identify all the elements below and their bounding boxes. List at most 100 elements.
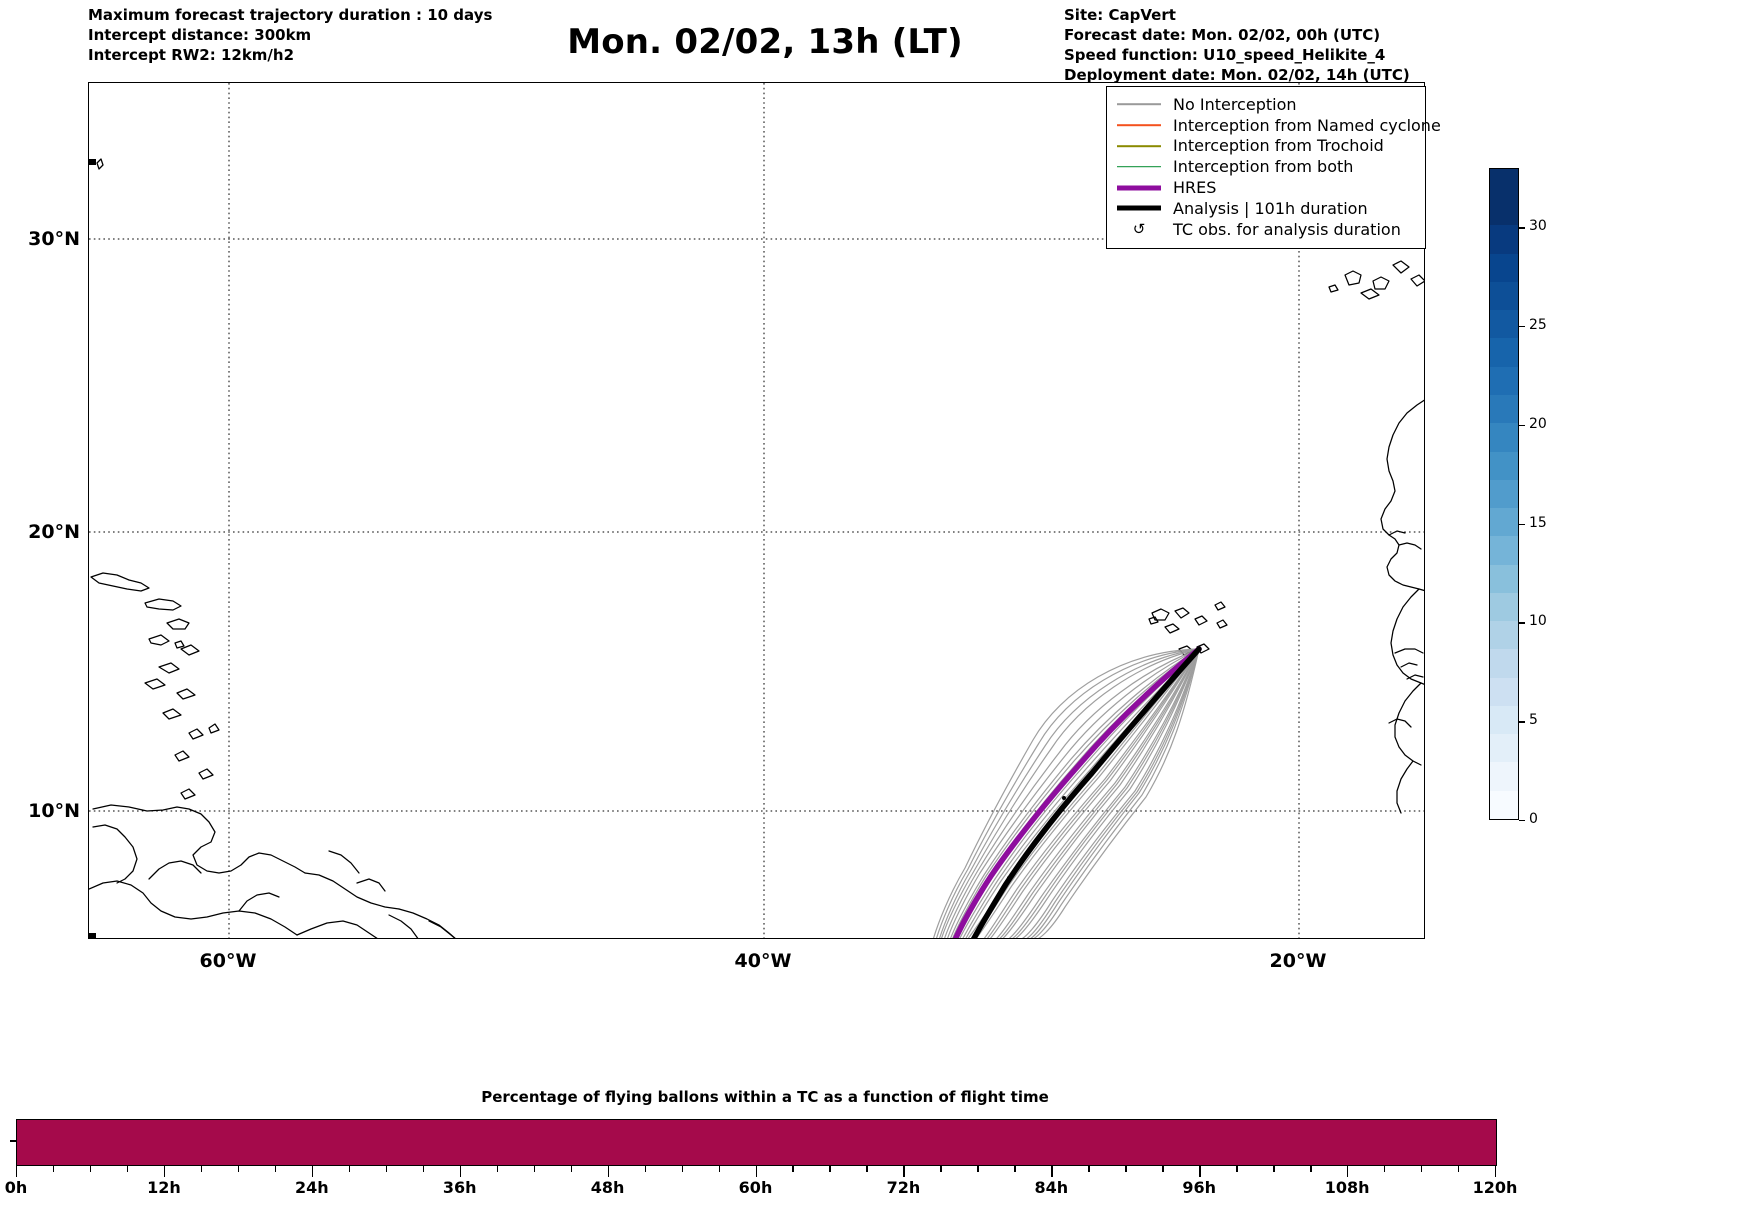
axis-major-tick: [460, 1166, 461, 1177]
axis-major-tick: [312, 1166, 313, 1177]
axis-major-tick: [164, 1166, 165, 1177]
axis-tick-label-60h: 60h: [716, 1178, 796, 1197]
legend-item-interception-named-cyclone[interactable]: Interception from Named cyclone: [1117, 115, 1415, 136]
header-right-line-0: Site: CapVert: [1064, 5, 1410, 25]
legend-item-analysis[interactable]: Analysis | 101h duration: [1117, 198, 1415, 219]
legend-label: Interception from Named cyclone: [1173, 116, 1441, 135]
axis-minor-tick: [386, 1166, 387, 1172]
legend-item-tc-obs[interactable]: ↺ TC obs. for analysis duration: [1117, 219, 1415, 240]
axis-major-tick: [1051, 1166, 1052, 1177]
axis-minor-tick: [90, 1166, 91, 1172]
colorbar-segment: [1490, 762, 1518, 790]
colorbar-tick-label: 20: [1529, 416, 1547, 432]
lon-tick-label-40w: 40°W: [693, 950, 833, 972]
colorbar-segment: [1490, 452, 1518, 480]
axis-minor-tick: [1273, 1166, 1274, 1172]
colorbar-segment: [1490, 225, 1518, 253]
axis-minor-tick: [534, 1166, 535, 1172]
axis-tick-label-120h: 120h: [1455, 1178, 1535, 1197]
lon-tick-label-60w: 60°W: [158, 950, 298, 972]
axis-minor-tick: [201, 1166, 202, 1172]
percentage-bar-fill: [17, 1120, 1496, 1165]
colorbar-segment: [1490, 508, 1518, 536]
axis-minor-tick: [1236, 1166, 1237, 1172]
legend-item-hres[interactable]: HRES: [1117, 177, 1415, 198]
colorbar-segment: [1490, 282, 1518, 310]
axis-tick-label-84h: 84h: [1011, 1178, 1091, 1197]
analysis-trajectory: [973, 649, 1199, 939]
legend-item-interception-both[interactable]: Interception from both: [1117, 156, 1415, 177]
colorbar-segment: [1490, 367, 1518, 395]
axis-tick-label-72h: 72h: [863, 1178, 943, 1197]
colorbar-segment: [1490, 649, 1518, 677]
colorbar-tick-label: 0: [1529, 811, 1538, 827]
colorbar-segment: [1490, 593, 1518, 621]
colorbar-gradient: [1490, 169, 1518, 819]
axis-major-tick: [1347, 1166, 1348, 1177]
axis-tick-label-96h: 96h: [1159, 1178, 1239, 1197]
axis-minor-tick: [423, 1166, 424, 1172]
legend-line-swatch: [1117, 139, 1161, 153]
colorbar-segment: [1490, 423, 1518, 451]
percentage-bar[interactable]: [16, 1119, 1497, 1166]
axis-minor-tick: [829, 1166, 830, 1172]
flight-time-axis: [16, 1166, 1497, 1178]
axis-major-tick: [903, 1166, 904, 1177]
colorbar-segment: [1490, 395, 1518, 423]
axis-minor-tick: [1458, 1166, 1459, 1172]
coastlines: [89, 159, 1425, 939]
colorbar-segment: [1490, 565, 1518, 593]
legend-label: Analysis | 101h duration: [1173, 199, 1368, 218]
lon-tick-label-20w: 20°W: [1228, 950, 1368, 972]
legend-line-swatch: [1117, 201, 1161, 215]
axis-minor-tick: [238, 1166, 239, 1172]
colorbar[interactable]: [1489, 168, 1519, 820]
axis-minor-tick: [275, 1166, 276, 1172]
colorbar-segment: [1490, 310, 1518, 338]
legend-label: TC obs. for analysis duration: [1173, 220, 1401, 239]
axis-minor-tick: [977, 1166, 978, 1172]
lat-tick-label-30n: 30°N: [4, 228, 80, 250]
colorbar-segment: [1490, 254, 1518, 282]
axis-major-tick: [608, 1166, 609, 1177]
legend-line-swatch: [1117, 160, 1161, 174]
axis-tick-label-36h: 36h: [420, 1178, 500, 1197]
axis-major-tick: [756, 1166, 757, 1177]
percentage-bar-y-tick: [10, 1140, 17, 1142]
legend-item-no-interception[interactable]: No Interception: [1117, 94, 1415, 115]
axis-tick-label-48h: 48h: [568, 1178, 648, 1197]
axis-minor-tick: [940, 1166, 941, 1172]
colorbar-tick-label: 30: [1529, 218, 1547, 234]
colorbar-tick-label: 25: [1529, 317, 1547, 333]
colorbar-label: Named cyclones forecast - Number of GEFS…: [1556, 168, 1748, 820]
legend-label: HRES: [1173, 178, 1216, 197]
colorbar-segment: [1490, 706, 1518, 734]
map-legend[interactable]: No Interception Interception from Named …: [1106, 86, 1426, 249]
axis-minor-tick: [792, 1166, 793, 1172]
axis-minor-tick: [1125, 1166, 1126, 1172]
colorbar-segment: [1490, 734, 1518, 762]
axis-minor-tick: [682, 1166, 683, 1172]
axis-minor-tick: [645, 1166, 646, 1172]
legend-label: Interception from both: [1173, 157, 1353, 176]
axis-minor-tick: [571, 1166, 572, 1172]
colorbar-segment: [1490, 338, 1518, 366]
colorbar-segment: [1490, 480, 1518, 508]
colorbar-segment: [1490, 621, 1518, 649]
colorbar-segment: [1490, 678, 1518, 706]
axis-minor-tick: [53, 1166, 54, 1172]
legend-item-interception-trochoid[interactable]: Interception from Trochoid: [1117, 136, 1415, 157]
axis-minor-tick: [1014, 1166, 1015, 1172]
axis-tick-label-108h: 108h: [1307, 1178, 1387, 1197]
axis-minor-tick: [127, 1166, 128, 1172]
axis-tick-label-12h: 12h: [124, 1178, 204, 1197]
legend-line-swatch: [1117, 181, 1161, 195]
colorbar-tick-label: 10: [1529, 613, 1547, 629]
axis-minor-tick: [1384, 1166, 1385, 1172]
colorbar-tick-label: 15: [1529, 515, 1547, 531]
axis-minor-tick: [1088, 1166, 1089, 1172]
legend-line-swatch: [1117, 97, 1161, 111]
legend-line-swatch: [1117, 118, 1161, 132]
axis-major-tick: [1199, 1166, 1200, 1177]
axis-major-tick: [16, 1166, 17, 1177]
